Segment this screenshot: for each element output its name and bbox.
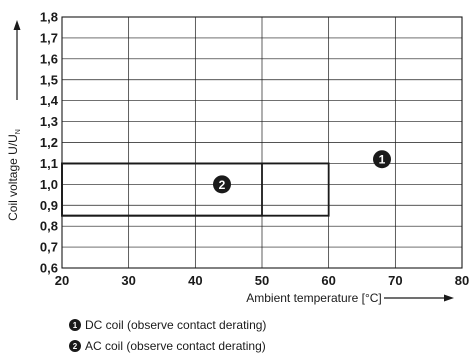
legend-marker-1 <box>69 319 81 331</box>
x-tick-label: 80 <box>455 273 469 288</box>
series-markers: 12 <box>213 150 391 194</box>
plot-frame <box>61 16 463 269</box>
x-tick-label: 50 <box>255 273 269 288</box>
series-marker-2 <box>213 175 231 194</box>
series-marker-1 <box>373 150 391 169</box>
legend-label-1: DC coil (observe contact derating) <box>85 318 266 332</box>
series-marker-2-label: 2 <box>219 178 226 192</box>
grid <box>61 16 463 269</box>
y-tick-label: 1,1 <box>40 156 58 171</box>
y-tick-label: 1,4 <box>40 93 59 108</box>
series-2-outline <box>61 162 263 217</box>
series-layer <box>61 162 330 217</box>
legend-marker-2-label: 2 <box>73 342 78 351</box>
y-tick-label: 0,8 <box>40 219 58 234</box>
legend-label-2: AC coil (observe contact derating) <box>85 339 266 353</box>
y-tick-label: 1,6 <box>40 51 58 66</box>
legend-marker-2 <box>69 340 81 352</box>
y-tick-label: 1,5 <box>40 72 58 87</box>
y-tick-label: 1,3 <box>40 114 58 129</box>
legend-marker-1-label: 1 <box>73 321 78 330</box>
y-axis-title: Coil voltage U/UN <box>6 129 22 221</box>
y-axis-arrow-head <box>13 20 21 30</box>
legend-item-2: 2 AC coil (observe contact derating) <box>69 339 266 353</box>
y-tick-label: 1,2 <box>40 135 58 150</box>
y-tick-label: 1,7 <box>40 30 58 45</box>
x-axis-arrow-head <box>444 294 454 302</box>
y-tick-label: 0,7 <box>40 240 58 255</box>
series-marker-1-label: 1 <box>379 153 386 167</box>
legend-item-1: 1 DC coil (observe contact derating) <box>69 318 266 332</box>
y-tick-label: 0,6 <box>40 261 58 276</box>
x-tick-label: 40 <box>188 273 202 288</box>
legend: 1 DC coil (observe contact derating) 2 A… <box>69 318 266 353</box>
x-axis-title: Ambient temperature [°C] <box>246 291 382 305</box>
y-tick-label: 0,9 <box>40 198 58 213</box>
y-tick-label: 1,0 <box>40 177 58 192</box>
x-tick-label: 70 <box>388 273 402 288</box>
x-tick-label: 20 <box>55 273 69 288</box>
y-tick-label: 1,8 <box>40 10 58 25</box>
tick-labels: 0,6 0,7 0,8 0,9 1,0 1,1 1,2 1,3 1,4 1,5 1,6 1,7 1,8 2… <box>40 10 469 289</box>
plot-border <box>61 16 463 269</box>
x-tick-label: 60 <box>321 273 335 288</box>
x-tick-label: 30 <box>121 273 135 288</box>
